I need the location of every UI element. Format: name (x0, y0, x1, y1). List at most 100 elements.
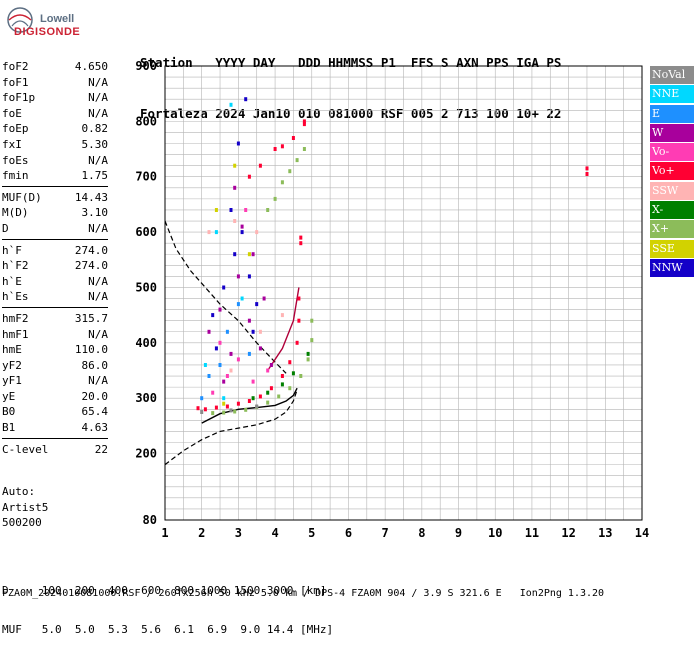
data-point (262, 296, 266, 301)
param-value: N/A (88, 91, 108, 105)
data-point (233, 409, 237, 414)
data-point (299, 241, 303, 246)
param-value: N/A (88, 274, 108, 288)
x-tick-label: 7 (382, 526, 389, 540)
artist-code: 500200 (2, 516, 42, 530)
data-point (229, 368, 233, 373)
auto-scaling-info: Auto: Artist5 500200 (2, 484, 48, 531)
x-tick-label: 14 (635, 526, 649, 540)
param-row: M(D) 3.10 (2, 205, 108, 221)
data-point (236, 357, 240, 362)
auto-label: Auto: (2, 485, 36, 498)
data-point (247, 399, 251, 403)
data-point (251, 396, 255, 401)
param-label: hmF1 (2, 327, 29, 341)
data-point (244, 407, 248, 412)
data-point (222, 401, 226, 406)
data-point (266, 368, 270, 373)
x-tick-label: 4 (271, 526, 278, 540)
data-point (225, 329, 229, 334)
legend-item: SSE (650, 239, 694, 258)
data-point (280, 382, 284, 387)
data-point (222, 379, 226, 384)
trace-curve-dashed (164, 220, 287, 374)
data-point (222, 410, 226, 415)
param-row: hmF1 N/A (2, 327, 108, 343)
distance-row: D 100 200 400 600 800 1000 1500 3000 [km… (2, 584, 327, 597)
data-point (269, 386, 273, 391)
data-point (277, 394, 281, 399)
logo-line2: DIGISONDE (14, 26, 81, 38)
x-tick-label: 11 (525, 526, 539, 540)
param-value: 3.10 (81, 206, 109, 220)
data-point (240, 296, 244, 301)
data-point (295, 340, 299, 345)
param-value: 86.0 (81, 358, 109, 372)
param-row: foF1 N/A (2, 75, 108, 91)
y-tick-label: 700 (135, 170, 157, 184)
param-value: N/A (88, 290, 108, 304)
data-point (200, 396, 204, 401)
data-point (236, 302, 240, 307)
param-value: 0.82 (81, 122, 109, 136)
param-row: yF2 86.0 (2, 358, 108, 374)
data-point (240, 224, 244, 229)
lowell-digisonde-logo: Lowell DIGISONDE (6, 6, 80, 42)
data-point (255, 302, 259, 307)
data-point (247, 252, 251, 257)
param-value: 315.7 (74, 311, 108, 325)
data-point (236, 274, 240, 279)
data-point (258, 163, 262, 168)
param-value: 274.0 (74, 243, 108, 257)
param-row: h`Es N/A (2, 289, 108, 305)
plot-frame (164, 65, 643, 521)
param-divider (2, 185, 108, 187)
param-row: B1 4.63 (2, 420, 108, 436)
data-point (291, 136, 295, 140)
data-point (302, 147, 306, 151)
legend-item: X+ (650, 220, 694, 239)
x-tick-label: 1 (161, 526, 168, 540)
data-point (266, 400, 270, 405)
data-point (218, 363, 222, 367)
muf-table: D 100 200 400 600 800 1000 1500 3000 [km… (2, 558, 333, 649)
legend-item: NNW (650, 258, 694, 277)
param-value: N/A (88, 221, 108, 235)
data-point (225, 374, 229, 378)
data-point (297, 296, 301, 301)
data-point (203, 363, 207, 367)
data-point (251, 252, 255, 257)
legend-item: Vo- (650, 143, 694, 162)
data-point (211, 390, 215, 395)
data-point (225, 404, 229, 409)
param-row: fmin 1.75 (2, 168, 108, 184)
data-point (207, 374, 211, 378)
x-tick-label: 13 (598, 526, 612, 540)
data-point (302, 122, 306, 127)
data-point (207, 329, 211, 334)
data-point (299, 374, 303, 378)
artist-version: Artist5 (2, 500, 49, 514)
data-point (236, 401, 240, 406)
param-label: C-level (2, 442, 49, 456)
param-row: yE 20.0 (2, 389, 108, 405)
data-point (288, 386, 292, 391)
data-point (306, 351, 310, 356)
param-label: hmF2 (2, 311, 29, 325)
data-point (269, 363, 273, 367)
param-label: foF1 (2, 75, 29, 89)
data-point (196, 406, 200, 411)
param-value: N/A (88, 75, 108, 89)
x-tick-label: 6 (345, 526, 352, 540)
param-value: 20.0 (81, 389, 109, 403)
data-point (251, 379, 255, 384)
param-value: 5.30 (81, 137, 109, 151)
param-label: MUF(D) (2, 190, 42, 204)
data-point (233, 185, 237, 190)
param-label: foEp (2, 122, 29, 136)
data-point (258, 394, 262, 399)
data-point (251, 329, 255, 334)
param-row: fxI 5.30 (2, 137, 108, 153)
param-label: D (2, 221, 9, 235)
param-label: fmin (2, 169, 29, 183)
